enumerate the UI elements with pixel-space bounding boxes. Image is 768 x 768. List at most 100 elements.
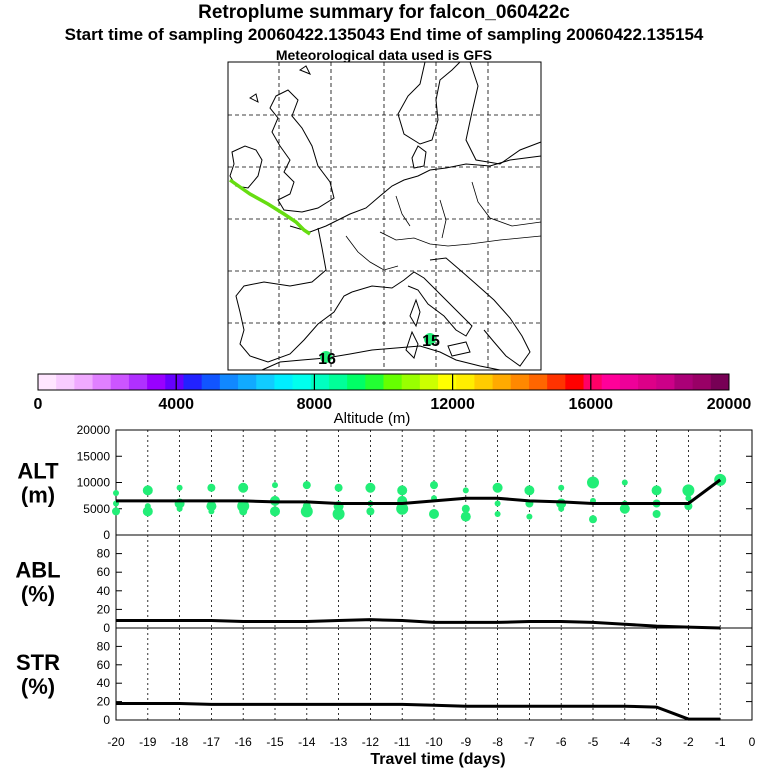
altitude-point <box>462 487 469 494</box>
colorbar-swatch <box>201 374 221 390</box>
colorbar-swatch <box>274 374 294 390</box>
altitude-point <box>685 495 692 502</box>
x-tick-label: -10 <box>425 735 443 749</box>
x-tick-label: -15 <box>266 735 284 749</box>
altitude-point <box>332 508 345 520</box>
time-series-panels: 05000100001500020000ALT(m)020406080ABL(%… <box>15 423 753 727</box>
x-tick-label: -14 <box>298 735 316 749</box>
altitude-point <box>302 481 311 490</box>
map-gridlines <box>228 62 541 370</box>
y-tick-label: 60 <box>97 658 111 672</box>
colorbar-swatch <box>38 374 57 390</box>
altitude-point <box>461 504 470 513</box>
colorbar-swatch <box>474 374 494 390</box>
x-tick-label: -4 <box>619 735 630 749</box>
colorbar-frame <box>37 373 730 391</box>
colorbar-tick-label: 0 <box>34 396 43 413</box>
y-tick-label: 60 <box>97 565 111 579</box>
sampling-times: Start time of sampling 20060422.135043 E… <box>64 25 704 44</box>
y-tick-label: 20 <box>97 602 111 616</box>
x-tick-label: -17 <box>203 735 221 749</box>
y-axis-unit: (m) <box>21 483 55 508</box>
y-axis-label: STR <box>16 650 60 675</box>
map-panel: 16 15 <box>227 61 542 371</box>
altitude-point <box>142 506 153 517</box>
altitude-point <box>589 515 597 524</box>
colorbar-swatch <box>292 374 312 390</box>
altitude-point <box>239 507 248 516</box>
colorbar-swatch <box>383 374 403 390</box>
map-frame <box>227 61 542 371</box>
colorbar-swatch <box>528 374 548 390</box>
colorbar-swatch <box>601 374 621 390</box>
colorbar-swatch <box>438 374 457 390</box>
colorbar-swatch <box>74 374 94 390</box>
y-axis-label: ABL <box>15 558 60 583</box>
y-tick-label: 15000 <box>77 449 111 463</box>
colorbar-swatch <box>110 374 130 390</box>
y-axis-unit: (%) <box>21 674 55 699</box>
altitude-point <box>208 508 215 515</box>
colorbar-swatch <box>165 374 184 390</box>
x-tick-label: -12 <box>362 735 380 749</box>
colorbar-swatch <box>147 374 166 390</box>
altitude-point <box>621 479 628 486</box>
panel-alt: 0 5000 10000 15000 20000 ALT(m) <box>17 423 753 542</box>
chart-title: Retroplume summary for falcon_060422c <box>198 2 570 23</box>
colorbar-tick-label: 12000 <box>430 396 475 413</box>
x-tick-label: -2 <box>683 735 694 749</box>
colorbar-swatch <box>710 374 730 390</box>
colorbar-swatch <box>419 374 439 390</box>
altitude-point <box>524 485 535 496</box>
x-tick-label: -7 <box>524 735 535 749</box>
x-tick-label: -20 <box>107 735 125 749</box>
x-tick-label: -1 <box>715 735 726 749</box>
map-label-15: 15 <box>422 333 440 350</box>
colorbar-swatch <box>183 374 203 390</box>
altitude-point <box>430 481 438 490</box>
altitude-point <box>397 485 408 496</box>
colorbar-swatch <box>456 374 475 390</box>
panel-str: 0 20 40 60 80 STR(%) <box>16 627 753 727</box>
colorbar-swatch <box>347 374 366 390</box>
colorbar-tick-label: 20000 <box>707 396 752 413</box>
colorbar-swatch <box>56 374 75 390</box>
altitude-point <box>334 483 343 492</box>
altitude-point <box>142 485 153 496</box>
colorbar-swatch <box>583 374 603 390</box>
colorbar-swatch <box>401 374 421 390</box>
altitude-point <box>494 500 501 507</box>
colorbar-swatch <box>619 374 639 390</box>
colorbar-swatch <box>238 374 257 390</box>
y-tick-label: 0 <box>103 713 110 727</box>
y-tick-label: 20 <box>97 695 111 709</box>
y-tick-label: 40 <box>97 676 111 690</box>
altitude-point <box>207 483 216 492</box>
altitude-colorbar <box>37 373 730 391</box>
altitude-point <box>112 507 120 516</box>
colorbar-label: Altitude (m) <box>334 410 411 427</box>
x-tick-label: -11 <box>394 735 411 749</box>
map-marker-15 <box>424 333 436 345</box>
y-tick-label: 5000 <box>83 502 110 516</box>
altitude-point <box>587 476 599 489</box>
y-tick-label: 10000 <box>77 476 111 490</box>
colorbar-tick-label: 8000 <box>297 396 333 413</box>
colorbar-swatch <box>510 374 530 390</box>
x-tick-label: -3 <box>651 735 662 749</box>
altitude-point <box>238 482 249 493</box>
colorbar-swatch <box>692 374 712 390</box>
colorbar-swatch <box>92 374 112 390</box>
x-tick-label: -13 <box>330 735 348 749</box>
colorbar-swatch <box>219 374 239 390</box>
altitude-point <box>176 484 183 491</box>
coastlines <box>229 61 542 371</box>
y-axis-unit: (%) <box>21 582 55 607</box>
altitude-point <box>494 511 501 517</box>
altitude-point <box>113 490 119 496</box>
y-tick-label: 0 <box>103 621 110 635</box>
y-tick-label: 20000 <box>77 423 111 437</box>
colorbar-swatch <box>256 374 275 390</box>
y-axis-label: ALT <box>17 459 59 484</box>
